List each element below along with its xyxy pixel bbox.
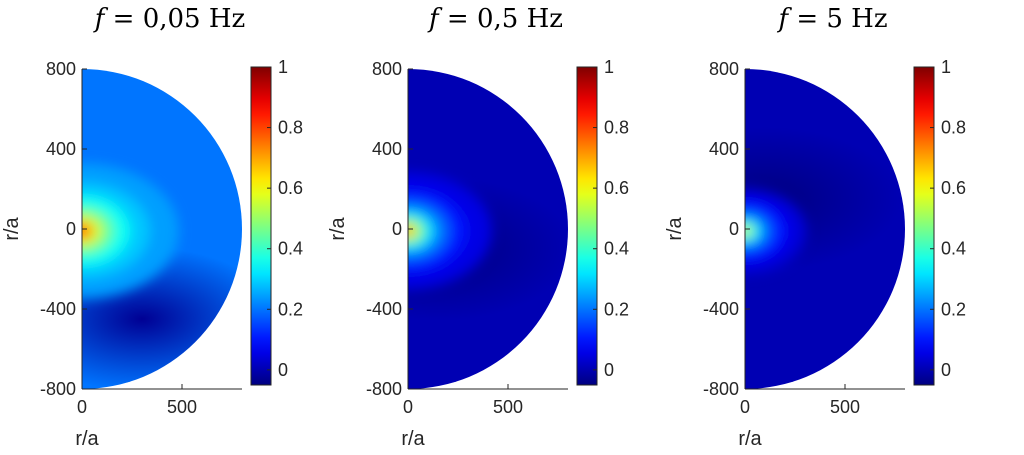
x-tick-label: 500 [830,397,860,417]
panel-3: f = 5 Hz 800 400 0 -400 -800 0 500 r/a r/a 1 0.8 0.… [663,0,1003,455]
colorbar-tick-label: 0.2 [604,299,629,319]
y-tick-label: 0 [392,219,402,239]
colorbar-tick-label: 1 [941,57,951,77]
x-tick-label: 0 [403,397,413,417]
y-tick-label: 0 [729,219,739,239]
title-variable: f [429,4,439,34]
title-variable: f [94,4,105,34]
x-axis-label: r/a [401,428,425,450]
heatmap-contour [745,224,754,238]
x-tick-label: 500 [493,397,523,417]
colorbar [913,66,935,386]
colorbar-tick-label: 0.2 [278,299,303,319]
heatmap-contour [82,206,115,256]
heatmap-contour [745,228,748,234]
colorbar-tick-label: 0 [604,360,614,380]
heatmap-contour [745,215,766,247]
heatmap-contour [408,228,412,234]
colorbar-tick-label: 0.6 [278,178,303,198]
panel-1: f = 0,05 Hz 800 400 0 -400 -800 0 500 r/a r/a 1 0.… [0,0,340,455]
y-tick-label: 800 [372,59,402,79]
panel-2: f = 0,5 Hz 800 400 0 -400 -800 0 500 r/a r/a 1 0.8… [326,0,666,455]
title-value: = 0,5 Hz [446,4,563,34]
colorbar-tick-label: 0.8 [278,118,303,138]
colorbar [576,66,598,386]
heatmap-contour [408,221,420,241]
y-tick-label: 800 [46,59,76,79]
y-tick-label: -400 [366,299,402,319]
colorbar-tick-label: 0.6 [941,178,966,198]
heatmap-contour [408,210,436,252]
heatmap-contour [82,195,131,267]
y-tick-label: -400 [40,299,76,319]
y-axis-label: r/a [664,216,686,240]
y-tick-label: 400 [709,139,739,159]
colorbar-tick-label: 0.8 [604,118,629,138]
y-axis-label: r/a [1,216,23,240]
heatmap-contour [408,172,492,290]
title-variable: f [778,4,789,34]
y-tick-label: -800 [703,379,739,399]
x-tick-label: 0 [740,397,750,417]
colorbar-tick-label: 0.8 [941,118,966,138]
x-axis-label: r/a [738,428,762,450]
title-value: = 5 Hz [796,4,888,34]
y-tick-label: 400 [46,139,76,159]
y-axis-label: r/a [327,216,349,240]
colorbar-tick-label: 0 [941,360,951,380]
colorbar [250,66,272,386]
heatmap-contour [745,188,807,274]
colorbar-tick-label: 0.6 [604,178,629,198]
colorbar-tick-label: 1 [604,57,614,77]
heatmap-peak [408,172,492,290]
heatmap-contour [408,200,450,262]
y-tick-label: -800 [366,379,402,399]
title-value: = 0,05 Hz [112,4,246,34]
y-tick-label: -400 [703,299,739,319]
y-tick-label: 0 [66,219,76,239]
panel-title: f = 0,05 Hz [0,4,340,34]
y-tick-label: -800 [40,379,76,399]
colorbar-tick-label: 1 [278,57,288,77]
colorbar-tick-label: 0.2 [941,299,966,319]
heatmap-contour [745,208,776,254]
panel-title: f = 5 Hz [663,4,1003,34]
heatmap-peak [745,188,807,274]
colorbar-tick-label: 0 [278,360,288,380]
x-tick-label: 500 [167,397,197,417]
x-axis-label: r/a [75,428,99,450]
x-tick-label: 0 [77,397,87,417]
panel-title: f = 0,5 Hz [326,4,666,34]
colorbar-tick-label: 0.4 [604,239,629,259]
y-tick-label: 800 [709,59,739,79]
colorbar-tick-label: 0.4 [941,239,966,259]
heatmap-field [82,69,242,389]
colorbar-tick-label: 0.4 [278,239,303,259]
y-tick-label: 400 [372,139,402,159]
heatmap-contour [745,220,759,242]
heatmap-contour [82,163,179,299]
heatmap-contour [82,220,95,242]
